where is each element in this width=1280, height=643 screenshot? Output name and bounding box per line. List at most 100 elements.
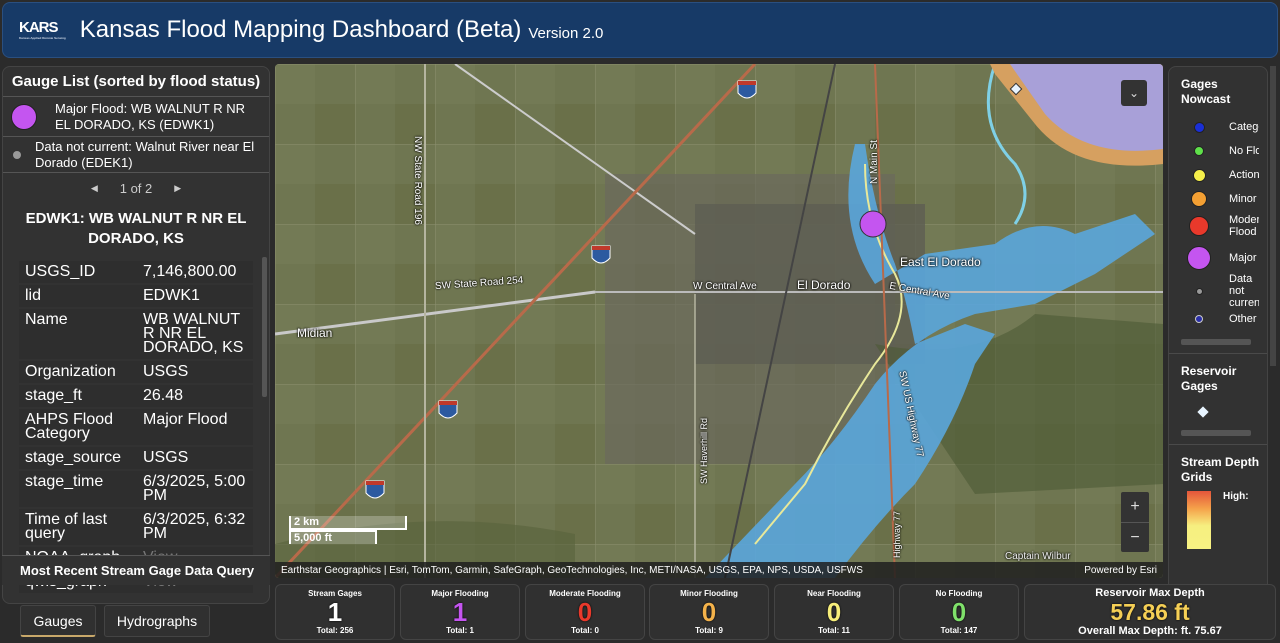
stat-total: Total: 0	[571, 626, 599, 635]
attr-row-stage-ft: stage_ft 26.48	[19, 385, 253, 407]
stat-total: Total: 256	[316, 626, 354, 635]
tab-gauges[interactable]: Gauges	[20, 605, 96, 637]
legend-label: Major	[1229, 252, 1257, 264]
map-label-sw-haverhill: SW Haverhill Rd	[699, 417, 709, 484]
stat-label: Minor Flooding	[680, 589, 738, 598]
stat-reservoir-max-depth: Reservoir Max Depth 57.86 ft Overall Max…	[1024, 584, 1276, 640]
page-indicator: 1 of 2	[119, 180, 153, 196]
yellow-circle-icon	[1192, 168, 1206, 182]
zoom-out-button[interactable]: −	[1121, 522, 1149, 552]
stat-value: 0	[826, 597, 842, 627]
stat-label: Reservoir Max Depth	[1095, 587, 1205, 599]
legend-gages-scrollbar[interactable]	[1181, 339, 1251, 345]
orange-circle-icon	[1191, 191, 1207, 207]
stat-total: Total: 11	[818, 626, 850, 635]
legend-item-action: Action	[1169, 163, 1267, 187]
navy-circle-icon	[1195, 315, 1203, 323]
attr-key: AHPS Flood Category	[25, 411, 114, 442]
map-label-el-dorado: El Dorado	[797, 278, 851, 292]
legend-reservoir-scrollbar[interactable]	[1181, 430, 1251, 436]
gauge-list-item-not-current[interactable]: Data not current: Walnut River near El D…	[3, 137, 269, 173]
gauge-list-item-major[interactable]: Major Flood: WB WALNUT R NR EL DORADO, K…	[3, 97, 269, 137]
legend-label: Category Not Defined	[1229, 121, 1259, 133]
stat-total: Overall Max Depth: ft. 75.67	[1078, 625, 1222, 637]
stat-label: No Flooding	[935, 589, 983, 598]
depth-high-label: High:	[1223, 491, 1249, 502]
attr-key: Name	[25, 311, 68, 328]
attr-key: Time of last query	[25, 511, 108, 542]
legend-label: Data not current	[1229, 273, 1259, 309]
stat-label: Stream Gages	[308, 589, 362, 598]
attr-key: USGS_ID	[25, 263, 96, 280]
recent-query-header: Most Recent Stream Gage Data Query	[2, 555, 270, 585]
attr-row-ahps-category: AHPS Flood Category Major Flood	[19, 409, 253, 445]
stat-value: 0	[577, 597, 593, 627]
reservoir-diamond-icon	[1169, 394, 1267, 418]
legend-panel: Gages Nowcast Category Not Defined No Fl…	[1168, 66, 1268, 604]
left-panel-scrollbar[interactable]	[262, 257, 267, 397]
stat-total: Total: 9	[695, 626, 723, 635]
legend-scrollbar[interactable]	[1270, 66, 1276, 366]
prev-page-icon[interactable]: ◀	[90, 182, 98, 193]
powered-by-esri-link[interactable]: Powered by Esri	[1084, 564, 1157, 576]
depth-color-ramp	[1187, 491, 1211, 549]
purple-circle-icon	[1187, 246, 1211, 270]
legend-reservoir-title: Reservoir Gages	[1181, 364, 1237, 393]
data-not-current-dot-icon	[13, 150, 21, 159]
collapse-chevron-icon[interactable]: ⌄	[1121, 80, 1147, 106]
gauge-detail-title: EDWK1: WB WALNUT R NR EL DORADO, KS	[25, 210, 247, 247]
gauge-item-label: Major Flood: WB WALNUT R NR EL DORADO, K…	[55, 100, 245, 132]
version-label: Version 2.0	[528, 24, 604, 42]
stat-stream-gages: Stream Gages 1 Total: 256	[275, 584, 395, 640]
map-label-captain-wilbur: Captain Wilbur	[1005, 551, 1071, 562]
attr-row-organization: Organization USGS	[19, 361, 253, 383]
attr-row-lid: lid EDWK1	[19, 285, 253, 307]
panel-tabs: Gauges Hydrographs	[20, 605, 210, 637]
legend-label: Moderate Flood	[1229, 214, 1259, 238]
attr-row-last-query: Time of last query 6/3/2025, 6:32 PM	[19, 509, 253, 545]
next-page-icon[interactable]: ▶	[174, 182, 182, 193]
map-view[interactable]: NW State Road 196 SW State Road 254 Midi…	[275, 64, 1163, 578]
attr-value: 26.48	[143, 387, 184, 404]
legend-depth-title: Stream Depth Grids	[1181, 455, 1260, 484]
attr-value: WB WALNUT R NR EL DORADO, KS	[143, 311, 244, 356]
map-label-highway-77: Highway 77	[892, 510, 902, 558]
attribution-text: Earthstar Geographics | Esri, TomTom, Ga…	[281, 564, 863, 576]
stat-value: 0	[951, 597, 967, 627]
green-circle-icon	[1194, 146, 1204, 156]
attr-key: Organization	[25, 363, 116, 380]
stat-label: Near Flooding	[807, 589, 861, 598]
map-label-n-main-st: N Main St	[869, 140, 880, 184]
map-label-midian: Midian	[297, 326, 333, 340]
attr-key: stage_ft	[25, 387, 82, 404]
zoom-in-button[interactable]: +	[1130, 498, 1140, 515]
legend-item-minor: Minor	[1169, 187, 1267, 211]
map-attribution: Earthstar Geographics | Esri, TomTom, Ga…	[275, 562, 1163, 578]
red-circle-icon	[1189, 216, 1209, 236]
tab-hydrographs[interactable]: Hydrographs	[104, 605, 210, 637]
scale-km: 2 km	[289, 516, 407, 530]
stat-minor-flooding: Minor Flooding 0 Total: 9	[649, 584, 769, 640]
legend-label: Action	[1229, 169, 1259, 181]
legend-item-major: Major	[1169, 241, 1267, 275]
attr-value: 6/3/2025, 5:00 PM	[143, 473, 246, 504]
attribute-table: USGS_ID 7,146,800.00 lid EDWK1 Name WB WALN…	[3, 261, 269, 593]
stat-value: 1	[452, 597, 468, 627]
kars-logo: KARS Kansas Applied Remote Sensing	[19, 20, 66, 40]
gauge-item-label: Data not current: Walnut River near El D…	[35, 138, 255, 170]
stat-major-flooding: Major Flooding 1 Total: 1	[400, 584, 520, 640]
stat-near-flooding: Near Flooding 0 Total: 11	[774, 584, 894, 640]
legend-label: Other	[1229, 313, 1257, 325]
attr-value: 6/3/2025, 6:32 PM	[143, 511, 246, 542]
attr-row-stage-source: stage_source USGS	[19, 447, 253, 469]
map-label-east-el-dorado: East El Dorado	[900, 255, 981, 269]
stat-total: Total: 1	[446, 626, 474, 635]
major-flood-dot-icon	[11, 103, 37, 130]
legend-item-no-flooding: No Flooding	[1169, 139, 1267, 163]
attr-key: stage_time	[25, 473, 104, 490]
gauge-list-panel: Gauge List (sorted by flood status) Majo…	[2, 66, 270, 604]
page-title: Kansas Flood Mapping Dashboard (Beta)	[79, 16, 522, 43]
attr-row-usgs-id: USGS_ID 7,146,800.00	[19, 261, 253, 283]
stat-value: 1	[327, 597, 343, 627]
attr-key: lid	[25, 287, 42, 304]
